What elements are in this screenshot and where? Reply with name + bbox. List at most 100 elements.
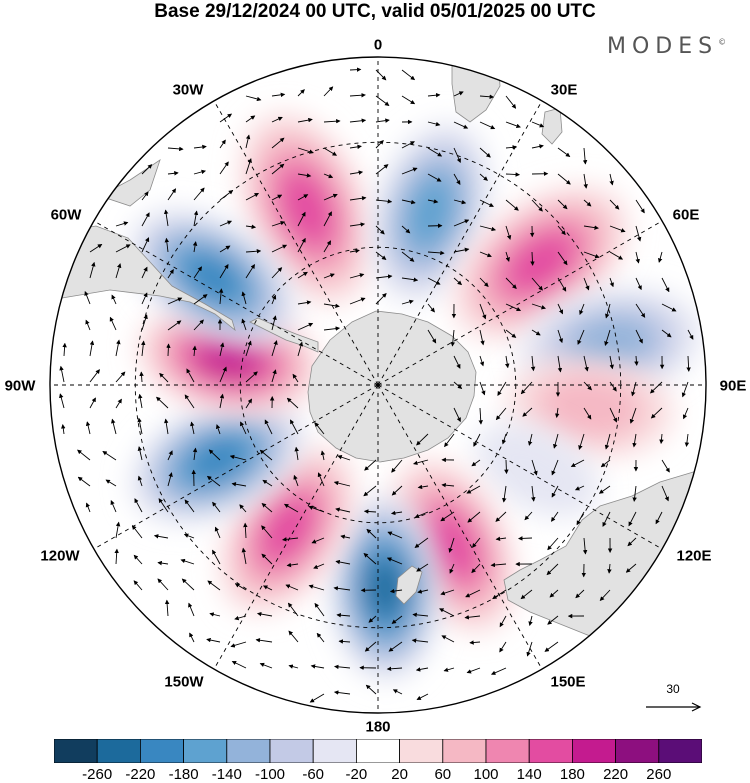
- wind-vector: [115, 244, 131, 253]
- wind-vector: [450, 329, 456, 347]
- wind-vector: [401, 95, 416, 105]
- wind-vector: [115, 221, 129, 227]
- colorbar-bin: [615, 739, 660, 763]
- wind-vector: [628, 511, 637, 527]
- wind-vector: [159, 372, 169, 383]
- wind-vector: [391, 485, 403, 496]
- wind-vector: [115, 339, 121, 357]
- wind-vector: [323, 326, 341, 331]
- colorbar-bin: [183, 739, 228, 763]
- wind-vector: [193, 210, 199, 227]
- wind-vector: [635, 225, 642, 242]
- wind-vector: [531, 121, 545, 128]
- wind-vector: [335, 507, 351, 513]
- wind-vector: [137, 446, 143, 461]
- wind-vector: [190, 421, 195, 435]
- wind-vector: [467, 511, 481, 523]
- wind-vector: [557, 173, 571, 185]
- wind-vector: [505, 251, 510, 262]
- wind-vector: [167, 297, 183, 305]
- wind-vector: [453, 247, 470, 253]
- wind-vector: [271, 267, 283, 279]
- wind-vector: [471, 459, 481, 467]
- wind-vector: [448, 537, 455, 553]
- wind-vector: [256, 611, 273, 617]
- wind-vector: [499, 641, 507, 653]
- wind-vector: [479, 251, 492, 258]
- wind-vector: [528, 615, 533, 627]
- wind-vector: [365, 684, 377, 695]
- colorbar-bin: [399, 739, 444, 763]
- wind-vector: [582, 147, 588, 165]
- wind-vector: [209, 612, 221, 617]
- wind-vector: [131, 525, 143, 539]
- wind-vector: [193, 187, 205, 201]
- wind-vector: [401, 277, 419, 282]
- wind-vector: [479, 225, 496, 232]
- wind-vector: [297, 211, 306, 227]
- wind-vector: [310, 664, 325, 669]
- wind-vector: [261, 525, 273, 539]
- wind-vector: [417, 484, 429, 490]
- wind-vector: [479, 303, 487, 320]
- wind-vector: [531, 303, 546, 310]
- wind-vector: [241, 547, 247, 565]
- wind-vector: [479, 173, 488, 181]
- wind-vector: [297, 237, 306, 253]
- wind-vector: [687, 329, 694, 340]
- wind-vector: [582, 537, 588, 555]
- wind-vector: [472, 537, 481, 548]
- wind-vector: [427, 277, 441, 285]
- wind-vector: [583, 355, 589, 372]
- wind-vector: [546, 563, 559, 576]
- wind-vector: [609, 277, 614, 288]
- wind-vector: [259, 449, 273, 461]
- wind-vector: [598, 485, 611, 494]
- wind-vector: [77, 476, 91, 487]
- wind-vector: [387, 531, 403, 539]
- wind-vector: [609, 381, 617, 392]
- wind-vector: [349, 248, 360, 254]
- wind-vector: [453, 407, 461, 423]
- wind-vector: [245, 158, 252, 175]
- wind-vector: [133, 554, 143, 565]
- wind-vector: [59, 365, 65, 383]
- wind-vector: [188, 602, 195, 617]
- wind-vector: [308, 584, 325, 591]
- wind-vector: [609, 199, 620, 210]
- wind-vector: [414, 511, 429, 518]
- wind-vector: [505, 95, 517, 109]
- wind-vector: [554, 407, 560, 418]
- wind-vector: [349, 118, 367, 123]
- wind-vector: [271, 340, 278, 357]
- wind-vector: [288, 630, 299, 643]
- wind-vector: [271, 194, 283, 201]
- wind-vector: [141, 191, 149, 201]
- wind-vector: [363, 485, 377, 497]
- wind-vector: [192, 241, 198, 253]
- wind-vector: [661, 303, 677, 312]
- wind-vector: [401, 299, 414, 305]
- wind-vector: [138, 393, 143, 409]
- wind-vector: [335, 559, 351, 565]
- wind-vector: [141, 237, 150, 253]
- wind-vector: [115, 263, 122, 279]
- wind-vector: [531, 199, 543, 212]
- wind-vector: [631, 381, 637, 397]
- wind-vector: [323, 118, 341, 124]
- lon-label-60e: 60E: [672, 206, 700, 224]
- wind-vector: [375, 274, 393, 279]
- wind-vector: [609, 407, 618, 423]
- wind-vector: [604, 329, 611, 346]
- wind-vector: [531, 277, 543, 291]
- wind-vector: [375, 164, 389, 175]
- colorbar-tick-label: -220: [125, 766, 156, 783]
- wind-vector: [167, 450, 173, 461]
- wind-vector: [444, 433, 455, 448]
- wind-vector: [579, 303, 585, 316]
- wind-vector: [609, 173, 614, 186]
- wind-vector: [605, 303, 611, 319]
- wind-vector: [336, 612, 351, 618]
- wind-vector: [391, 615, 403, 624]
- wind-vector: [207, 580, 221, 591]
